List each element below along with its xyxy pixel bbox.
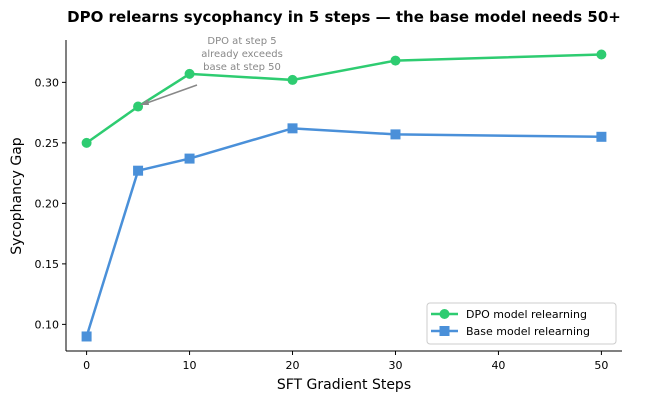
annotation-arrow — [143, 84, 198, 105]
annotation-text: DPO at step 5 — [207, 36, 276, 47]
x-tick-label: 10 — [183, 359, 197, 372]
data-point — [596, 49, 607, 60]
x-tick-label: 20 — [286, 359, 300, 372]
data-point — [390, 129, 401, 140]
y-tick-label: 0.20 — [35, 197, 60, 210]
data-point — [390, 55, 401, 66]
y-tick-label: 0.10 — [35, 318, 60, 331]
y-tick-label: 0.25 — [35, 137, 60, 150]
data-point — [596, 131, 607, 142]
data-point — [184, 68, 195, 79]
data-point — [81, 331, 92, 342]
legend-marker — [439, 326, 450, 336]
data-point — [81, 137, 92, 148]
legend-label: DPO model relearning — [466, 308, 587, 321]
legend-label: Base model relearning — [466, 325, 590, 338]
x-tick-label: 30 — [388, 359, 402, 372]
y-axis-label: Sycophancy Gap — [9, 137, 25, 255]
y-tick-label: 0.30 — [35, 76, 60, 89]
annotation-arrowhead — [140, 99, 149, 105]
annotation-text: base at step 50 — [203, 62, 281, 73]
x-tick-label: 0 — [83, 359, 90, 372]
legend: DPO model relearning Base model relearnin… — [426, 302, 617, 345]
series-line-0 — [85, 53, 602, 144]
x-tick-label: 50 — [594, 359, 608, 372]
data-point — [133, 165, 144, 176]
legend-marker — [439, 309, 450, 319]
x-tick-label: 40 — [491, 359, 505, 372]
data-point — [184, 153, 195, 164]
data-point — [287, 74, 298, 85]
y-tick-label: 0.15 — [35, 258, 60, 271]
data-point — [287, 123, 298, 134]
chart-title: DPO relearns sycophancy in 5 steps — the… — [67, 8, 621, 26]
legend-box — [426, 302, 617, 345]
data-point — [133, 101, 144, 112]
series-line-1 — [85, 127, 602, 337]
x-axis-label: SFT Gradient Steps — [277, 377, 411, 393]
annotation-text: already exceeds — [201, 49, 283, 60]
